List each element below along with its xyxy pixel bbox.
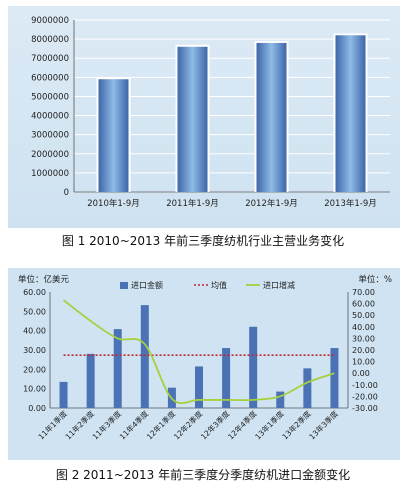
right-y-tick-label: 0.00 bbox=[352, 369, 370, 378]
legend-bar-swatch bbox=[120, 282, 128, 289]
y-tick-label: 8000000 bbox=[31, 35, 69, 45]
y-tick-label: 1000000 bbox=[31, 169, 69, 179]
y-tick-label: 9000000 bbox=[31, 16, 69, 26]
import-bar bbox=[249, 326, 258, 408]
legend-label: 进口增减 bbox=[263, 280, 295, 290]
figure2-chart-panel: 单位：亿美元 单位：% 0.00 10.00 20.00 30.00 40.00 50.00 6… bbox=[8, 268, 400, 460]
figure1-chart-panel: 0 1000000 2000000 3000000 4000000 5000000 6000… bbox=[8, 6, 400, 228]
left-y-tick-label: 10.00 bbox=[23, 385, 46, 394]
growth-line bbox=[62, 299, 335, 405]
y-tick-label: 3000000 bbox=[31, 131, 69, 141]
import-bar bbox=[86, 353, 95, 408]
x-tick-label: 2011年1-9月 bbox=[166, 198, 219, 209]
x-tick-label: 2013年1-9月 bbox=[324, 198, 377, 209]
legend-label: 均值 bbox=[211, 280, 227, 290]
right-y-tick-label: -30.00 bbox=[352, 404, 378, 413]
right-y-tick-label: -10.00 bbox=[352, 381, 378, 390]
x-tick-label: 2010年1-9月 bbox=[87, 198, 140, 209]
import-bar bbox=[330, 348, 339, 408]
left-y-tick-label: 30.00 bbox=[23, 346, 46, 355]
import-bar bbox=[195, 366, 203, 408]
bar bbox=[98, 79, 129, 192]
figure2-combo-chart: 单位：亿美元 单位：% 0.00 10.00 20.00 30.00 40.00 50.00 6… bbox=[18, 274, 392, 441]
import-bar bbox=[113, 329, 122, 408]
left-y-tick-label: 0.00 bbox=[28, 404, 46, 413]
y-tick-label: 5000000 bbox=[31, 92, 69, 102]
y-tick-label: 0 bbox=[64, 188, 69, 198]
right-y-tick-label: 70.00 bbox=[352, 288, 375, 297]
right-y-tick-label: 10.00 bbox=[352, 358, 375, 367]
y-tick-label: 7000000 bbox=[31, 54, 69, 64]
left-y-tick-label: 40.00 bbox=[23, 327, 46, 336]
bar bbox=[335, 35, 366, 193]
y-tick-label: 6000000 bbox=[31, 73, 69, 83]
right-y-tick-label: 30.00 bbox=[352, 334, 375, 343]
x-tick-label: 13年3季度 bbox=[307, 408, 340, 441]
right-y-tick-label: -20.00 bbox=[352, 392, 378, 401]
figure2-caption: 图 2 2011~2013 年前三季度分季度纺机进口金额变化 bbox=[55, 468, 351, 482]
left-axis-unit: 单位：亿美元 bbox=[18, 274, 70, 285]
right-y-tick-label: 60.00 bbox=[352, 300, 375, 309]
bar bbox=[177, 46, 208, 192]
legend: 进口金额 均值 进口增减 bbox=[120, 280, 295, 290]
left-y-tick-label: 60.00 bbox=[23, 288, 46, 297]
figure1-caption: 图 1 2010~2013 年前三季度纺机行业主营业务变化 bbox=[61, 234, 345, 248]
right-y-tick-label: 20.00 bbox=[352, 346, 375, 355]
import-bar bbox=[303, 368, 312, 408]
import-bar bbox=[276, 391, 285, 408]
import-bar bbox=[222, 348, 231, 408]
import-bar bbox=[140, 305, 149, 408]
import-bar bbox=[59, 381, 68, 408]
right-y-tick-label: 40.00 bbox=[352, 323, 375, 332]
legend-label: 进口金额 bbox=[131, 280, 163, 290]
y-tick-label: 4000000 bbox=[31, 112, 69, 122]
left-y-tick-label: 20.00 bbox=[23, 365, 46, 374]
y-tick-label: 2000000 bbox=[31, 150, 69, 160]
bar bbox=[256, 42, 287, 192]
left-y-tick-label: 50.00 bbox=[23, 307, 46, 316]
x-tick-label: 2012年1-9月 bbox=[245, 198, 298, 209]
figure1-bar-chart: 0 1000000 2000000 3000000 4000000 5000000 6000… bbox=[31, 16, 390, 209]
right-axis-unit: 单位：% bbox=[358, 274, 392, 285]
right-y-tick-label: 50.00 bbox=[352, 311, 375, 320]
